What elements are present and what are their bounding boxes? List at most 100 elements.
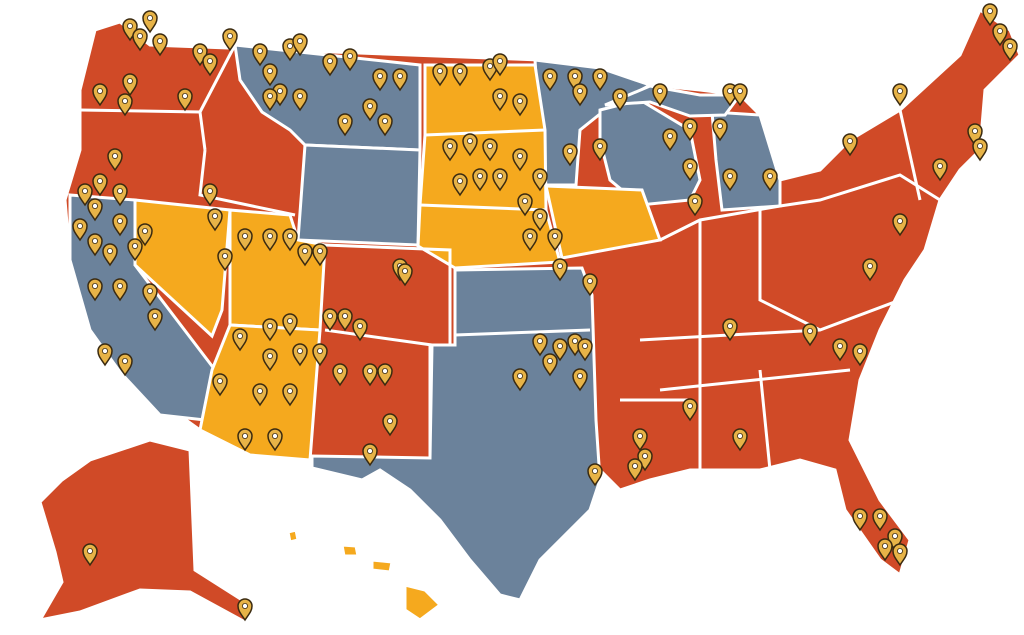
location-pin[interactable]: [472, 168, 488, 192]
location-pin[interactable]: [82, 543, 98, 567]
location-pin[interactable]: [932, 158, 948, 182]
location-pin[interactable]: [492, 53, 508, 77]
location-pin[interactable]: [1002, 38, 1018, 62]
location-pin[interactable]: [512, 148, 528, 172]
location-pin[interactable]: [862, 258, 878, 282]
location-pin[interactable]: [512, 93, 528, 117]
location-pin[interactable]: [152, 33, 168, 57]
location-pin[interactable]: [117, 353, 133, 377]
location-pin[interactable]: [92, 173, 108, 197]
location-pin[interactable]: [72, 218, 88, 242]
location-pin[interactable]: [852, 343, 868, 367]
location-pin[interactable]: [627, 458, 643, 482]
location-pin[interactable]: [87, 198, 103, 222]
location-pin[interactable]: [547, 228, 563, 252]
location-pin[interactable]: [237, 428, 253, 452]
location-pin[interactable]: [872, 508, 888, 532]
location-pin[interactable]: [202, 183, 218, 207]
location-pin[interactable]: [732, 428, 748, 452]
location-pin[interactable]: [362, 98, 378, 122]
location-pin[interactable]: [397, 263, 413, 287]
location-pin[interactable]: [722, 318, 738, 342]
location-pin[interactable]: [292, 33, 308, 57]
location-pin[interactable]: [682, 158, 698, 182]
location-pin[interactable]: [762, 168, 778, 192]
location-pin[interactable]: [132, 28, 148, 52]
location-pin[interactable]: [332, 363, 348, 387]
location-pin[interactable]: [282, 313, 298, 337]
location-pin[interactable]: [532, 208, 548, 232]
location-pin[interactable]: [587, 463, 603, 487]
location-pin[interactable]: [572, 83, 588, 107]
location-pin[interactable]: [712, 118, 728, 142]
location-pin[interactable]: [112, 213, 128, 237]
location-pin[interactable]: [372, 68, 388, 92]
location-pin[interactable]: [147, 308, 163, 332]
location-pin[interactable]: [892, 543, 908, 567]
location-pin[interactable]: [662, 128, 678, 152]
location-pin[interactable]: [262, 348, 278, 372]
location-pin[interactable]: [552, 258, 568, 282]
location-pin[interactable]: [362, 363, 378, 387]
location-pin[interactable]: [842, 133, 858, 157]
location-pin[interactable]: [562, 143, 578, 167]
location-pin[interactable]: [892, 83, 908, 107]
location-pin[interactable]: [107, 148, 123, 172]
location-pin[interactable]: [252, 383, 268, 407]
location-pin[interactable]: [102, 243, 118, 267]
location-pin[interactable]: [577, 338, 593, 362]
location-pin[interactable]: [207, 208, 223, 232]
location-pin[interactable]: [352, 318, 368, 342]
location-pin[interactable]: [877, 538, 893, 562]
location-pin[interactable]: [512, 368, 528, 392]
location-pin[interactable]: [377, 363, 393, 387]
location-pin[interactable]: [92, 83, 108, 107]
location-pin[interactable]: [377, 113, 393, 137]
location-pin[interactable]: [237, 228, 253, 252]
location-pin[interactable]: [492, 168, 508, 192]
location-pin[interactable]: [492, 88, 508, 112]
location-pin[interactable]: [262, 228, 278, 252]
location-pin[interactable]: [87, 278, 103, 302]
location-pin[interactable]: [362, 443, 378, 467]
location-pin[interactable]: [137, 223, 153, 247]
location-pin[interactable]: [452, 173, 468, 197]
location-pin[interactable]: [267, 428, 283, 452]
location-pin[interactable]: [212, 373, 228, 397]
location-pin[interactable]: [802, 323, 818, 347]
location-pin[interactable]: [217, 248, 233, 272]
location-pin[interactable]: [97, 343, 113, 367]
location-pin[interactable]: [432, 63, 448, 87]
location-pin[interactable]: [542, 68, 558, 92]
location-pin[interactable]: [252, 43, 268, 67]
location-pin[interactable]: [482, 138, 498, 162]
location-pin[interactable]: [582, 273, 598, 297]
location-pin[interactable]: [552, 338, 568, 362]
location-pin[interactable]: [262, 63, 278, 87]
location-pin[interactable]: [292, 88, 308, 112]
location-pin[interactable]: [982, 3, 998, 27]
location-pin[interactable]: [382, 413, 398, 437]
location-pin[interactable]: [652, 83, 668, 107]
location-pin[interactable]: [632, 428, 648, 452]
location-pin[interactable]: [282, 228, 298, 252]
location-pin[interactable]: [852, 508, 868, 532]
location-pin[interactable]: [462, 133, 478, 157]
location-pin[interactable]: [682, 118, 698, 142]
location-pin[interactable]: [682, 398, 698, 422]
location-pin[interactable]: [542, 353, 558, 377]
location-pin[interactable]: [112, 183, 128, 207]
location-pin[interactable]: [202, 53, 218, 77]
location-pin[interactable]: [297, 243, 313, 267]
location-pin[interactable]: [687, 193, 703, 217]
location-pin[interactable]: [112, 278, 128, 302]
location-pin[interactable]: [322, 308, 338, 332]
location-pin[interactable]: [232, 328, 248, 352]
location-pin[interactable]: [342, 48, 358, 72]
location-pin[interactable]: [972, 138, 988, 162]
location-pin[interactable]: [392, 68, 408, 92]
location-pin[interactable]: [87, 233, 103, 257]
location-pin[interactable]: [517, 193, 533, 217]
location-pin[interactable]: [222, 28, 238, 52]
location-pin[interactable]: [892, 213, 908, 237]
